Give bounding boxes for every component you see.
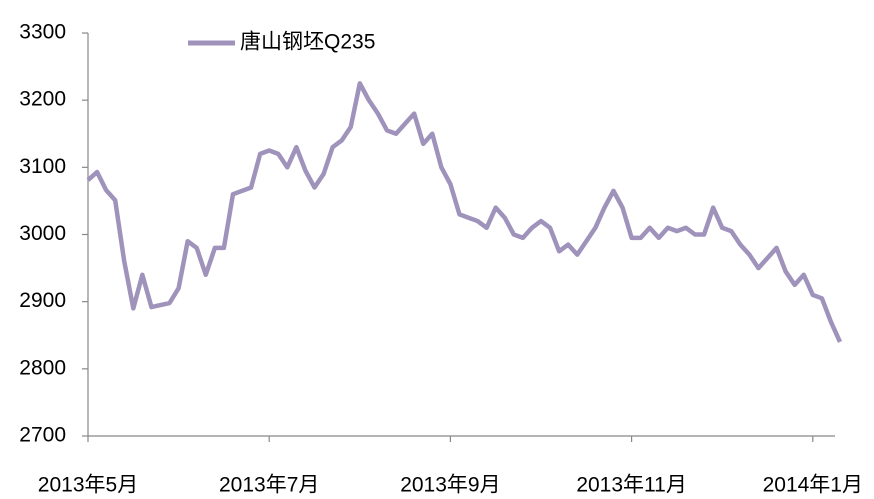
x-tick-label: 2013年9月 [400, 474, 500, 497]
y-tick-label: 3200 [19, 88, 66, 111]
x-tick-label: 2013年11月 [576, 474, 687, 497]
x-tick-label: 2013年7月 [219, 474, 319, 497]
y-tick-label: 3300 [19, 21, 66, 44]
legend-label: 唐山钢坯Q235 [240, 31, 375, 54]
y-tick-label: 2700 [19, 424, 66, 447]
y-tick-label: 3000 [19, 222, 66, 245]
y-tick-label: 2800 [19, 356, 66, 379]
y-tick-label: 3100 [19, 155, 66, 178]
y-tick-label: 2900 [19, 289, 66, 312]
line-series [86, 81, 843, 343]
x-tick-label: 2013年5月 [38, 474, 138, 497]
x-tick-label: 2014年1月 [763, 474, 863, 497]
